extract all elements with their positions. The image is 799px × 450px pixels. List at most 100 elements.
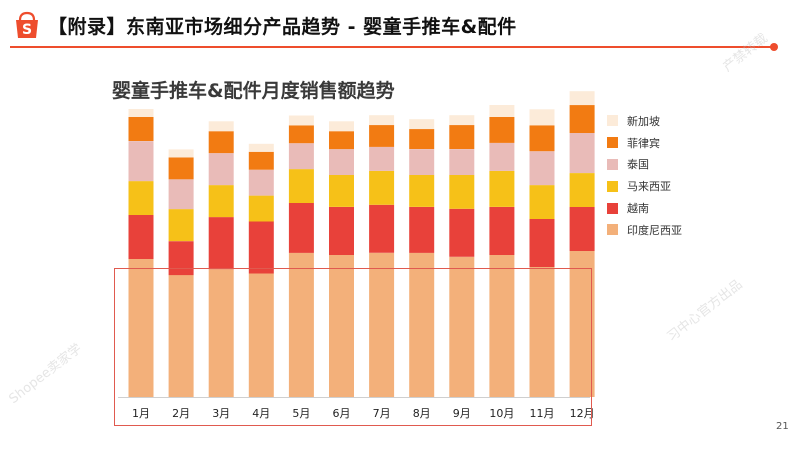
bar-segment-越南-3月 — [208, 217, 234, 270]
bar-segment-马来西亚-8月 — [409, 174, 435, 207]
svg-text:S: S — [22, 22, 32, 38]
legend-label: 印度尼西亚 — [627, 223, 682, 237]
title-divider-dot — [770, 43, 778, 51]
bar-segment-菲律宾-3月 — [208, 131, 234, 154]
bar-segment-菲律宾-6月 — [329, 131, 354, 150]
bar-segment-马来西亚-5月 — [288, 169, 314, 203]
bar-segment-新加坡-2月 — [168, 149, 194, 158]
bar-segment-马来西亚-1月 — [128, 181, 154, 215]
legend-item: 泰国 — [607, 154, 682, 176]
chart-legend: 新加坡 菲律宾 泰国 马来西亚 越南 印度尼西亚 — [607, 110, 682, 241]
x-tick-label: 2月 — [172, 407, 190, 420]
bar-segment-菲律宾-8月 — [409, 129, 435, 149]
bar-segment-印度尼西亚-5月 — [288, 252, 314, 397]
x-tick-label: 6月 — [333, 407, 351, 420]
bar-segment-菲律宾-4月 — [248, 151, 274, 170]
legend-label: 新加坡 — [627, 114, 660, 128]
bar-segment-新加坡-7月 — [369, 115, 395, 126]
bar-segment-印度尼西亚-11月 — [529, 267, 555, 397]
legend-swatch — [607, 115, 618, 127]
bar-segment-印度尼西亚-6月 — [329, 255, 354, 397]
legend-label: 越南 — [627, 202, 649, 216]
bar-segment-新加坡-4月 — [248, 143, 274, 152]
bar-segment-越南-11月 — [529, 219, 555, 267]
legend-swatch — [607, 137, 618, 149]
bar-segment-菲律宾-7月 — [369, 125, 395, 147]
bar-segment-泰国-4月 — [248, 169, 274, 196]
chart-title: 婴童手推车&配件月度销售额趋势 — [112, 80, 395, 102]
bar-segment-新加坡-9月 — [449, 115, 475, 126]
x-tick-label: 12月 — [570, 407, 595, 420]
bar-segment-印度尼西亚-4月 — [248, 273, 274, 397]
x-tick-label: 1月 — [132, 407, 150, 420]
bar-segment-印度尼西亚-9月 — [449, 256, 475, 397]
bar-segment-新加坡-3月 — [208, 121, 234, 132]
bar-segment-菲律宾-10月 — [489, 117, 515, 143]
bar-segment-印度尼西亚-1月 — [128, 259, 154, 397]
bar-segment-越南-1月 — [128, 215, 154, 259]
bar-segment-印度尼西亚-12月 — [569, 251, 595, 397]
legend-swatch — [607, 158, 618, 170]
bar-segment-新加坡-6月 — [329, 121, 354, 132]
bar-segment-印度尼西亚-3月 — [208, 269, 234, 397]
bar-segment-菲律宾-12月 — [569, 105, 595, 133]
x-tick-label: 5月 — [292, 407, 310, 420]
legend-swatch — [607, 202, 618, 214]
legend-label: 马来西亚 — [627, 180, 671, 194]
bar-segment-泰国-2月 — [168, 179, 194, 210]
bar-segment-泰国-10月 — [489, 142, 515, 171]
bar-segment-越南-8月 — [409, 207, 435, 253]
legend-item: 印度尼西亚 — [607, 219, 682, 241]
bar-segment-马来西亚-9月 — [449, 174, 475, 209]
bar-segment-印度尼西亚-2月 — [168, 275, 194, 397]
bar-segment-泰国-7月 — [369, 146, 395, 171]
bar-segment-菲律宾-5月 — [288, 125, 314, 144]
bar-segment-泰国-6月 — [329, 149, 354, 175]
bar-segment-越南-6月 — [329, 207, 354, 255]
bar-segment-马来西亚-12月 — [569, 173, 595, 207]
bar-segment-泰国-1月 — [128, 141, 154, 182]
title-divider — [10, 46, 772, 48]
bar-segment-新加坡-1月 — [128, 109, 154, 117]
bar-segment-越南-4月 — [248, 221, 274, 274]
x-tick-label: 7月 — [373, 407, 391, 420]
legend-swatch — [607, 224, 618, 236]
bar-segment-印度尼西亚-10月 — [489, 255, 515, 397]
x-tick-label: 11月 — [530, 407, 555, 420]
bar-segment-泰国-9月 — [449, 149, 475, 175]
bar-segment-新加坡-8月 — [409, 119, 435, 130]
bar-segment-印度尼西亚-8月 — [409, 252, 435, 397]
shopee-logo: S — [16, 11, 38, 38]
legend-item: 新加坡 — [607, 110, 682, 132]
bar-segment-越南-7月 — [369, 204, 395, 253]
bar-segment-马来西亚-11月 — [529, 185, 555, 219]
x-tick-label: 8月 — [413, 407, 431, 420]
bar-segment-新加坡-12月 — [569, 91, 595, 106]
bar-segment-新加坡-5月 — [288, 115, 314, 126]
bar-segment-泰国-8月 — [409, 149, 435, 175]
bar-segment-菲律宾-1月 — [128, 117, 154, 141]
legend-swatch — [607, 180, 618, 192]
legend-item: 马来西亚 — [607, 175, 682, 197]
x-tick-label: 9月 — [453, 407, 471, 420]
bar-segment-泰国-11月 — [529, 151, 555, 186]
slide-title: 【附录】东南亚市场细分产品趋势 - 婴童手推车&配件 — [48, 16, 517, 38]
bar-segment-菲律宾-11月 — [529, 125, 555, 152]
bar-segment-越南-10月 — [489, 207, 515, 255]
legend-label: 泰国 — [627, 158, 649, 172]
bar-segment-马来西亚-7月 — [369, 170, 395, 205]
bar-segment-泰国-3月 — [208, 153, 234, 186]
bar-segment-马来西亚-10月 — [489, 170, 515, 207]
bar-segment-印度尼西亚-7月 — [369, 252, 395, 397]
bar-segment-越南-5月 — [288, 203, 314, 253]
bar-segment-越南-2月 — [168, 241, 194, 276]
bar-segment-越南-12月 — [569, 207, 595, 251]
page-number: 21 — [776, 421, 789, 432]
x-tick-label: 10月 — [489, 407, 514, 420]
x-tick-label: 4月 — [252, 407, 270, 420]
bar-segment-菲律宾-9月 — [449, 125, 475, 149]
x-tick-label: 3月 — [212, 407, 230, 420]
bar-segment-马来西亚-2月 — [168, 209, 194, 242]
bar-segment-马来西亚-6月 — [329, 174, 354, 207]
